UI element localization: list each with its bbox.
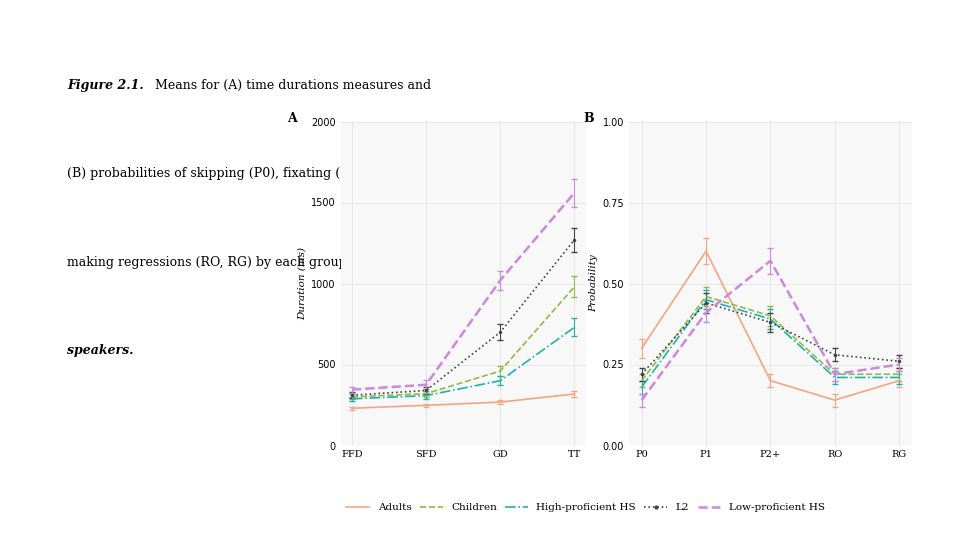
Legend: Adults, Children, High-proficient HS, L2, Low-proficient HS: Adults, Children, High-proficient HS, L2… xyxy=(343,499,828,516)
Y-axis label: Duration (ms): Duration (ms) xyxy=(299,247,307,320)
Text: Figure 2.1.: Figure 2.1. xyxy=(67,79,144,92)
Text: making regressions (RO, RG) by each group of: making regressions (RO, RG) by each grou… xyxy=(67,256,363,269)
Y-axis label: Probability: Probability xyxy=(589,255,598,312)
Text: speakers.: speakers. xyxy=(67,345,133,357)
Text: A: A xyxy=(287,112,297,125)
Text: (B) probabilities of skipping (P0), fixating (P1, P2+) and: (B) probabilities of skipping (P0), fixa… xyxy=(67,167,424,180)
Text: 59: 59 xyxy=(911,517,928,531)
Text: Means for (A) time durations measures and: Means for (A) time durations measures an… xyxy=(151,79,431,92)
Text: B: B xyxy=(584,112,594,125)
